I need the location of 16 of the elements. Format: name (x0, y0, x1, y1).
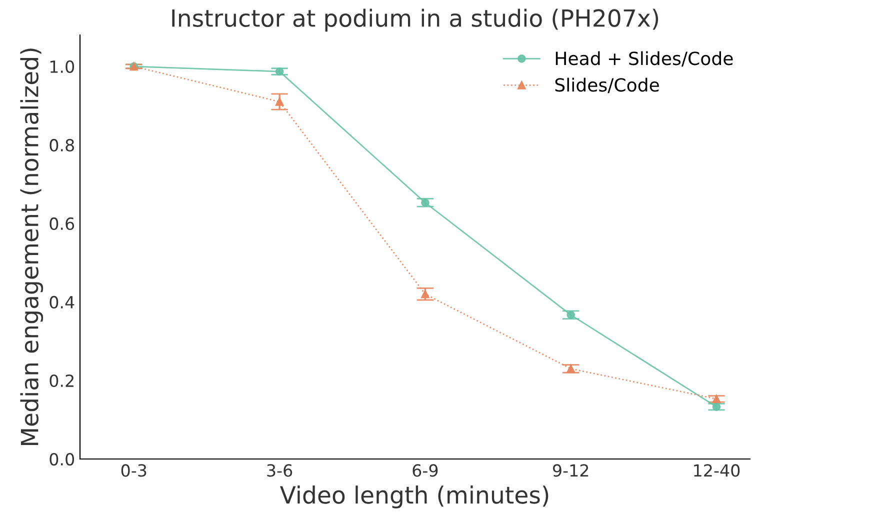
y-tick-label: 0.2 (50, 374, 74, 388)
legend-label: Head + Slides/Code (556, 51, 733, 67)
y-tick-label: 1.0 (50, 60, 74, 73)
x-tick-label: 6-9 (412, 464, 438, 477)
x-tick-label: 3-6 (267, 464, 292, 477)
x-tick-label: 0-3 (121, 464, 146, 477)
y-tick-label: 0.4 (50, 296, 74, 309)
y-tick-label: 0.0 (50, 452, 74, 466)
x-tick-label: 9-12 (552, 464, 588, 477)
y-axis-title: Median engagement (normalized) (20, 48, 44, 446)
chart-title: Instructor at podium in a studio (PH207x) (172, 8, 658, 32)
legend-label: Slides/Code (555, 78, 659, 94)
y-tick-label: 0.6 (50, 217, 74, 230)
y-tick-label: 0.8 (50, 138, 74, 152)
x-tick-label: 12-40 (694, 464, 740, 477)
x-axis-title: Video length (minutes) (280, 486, 548, 508)
